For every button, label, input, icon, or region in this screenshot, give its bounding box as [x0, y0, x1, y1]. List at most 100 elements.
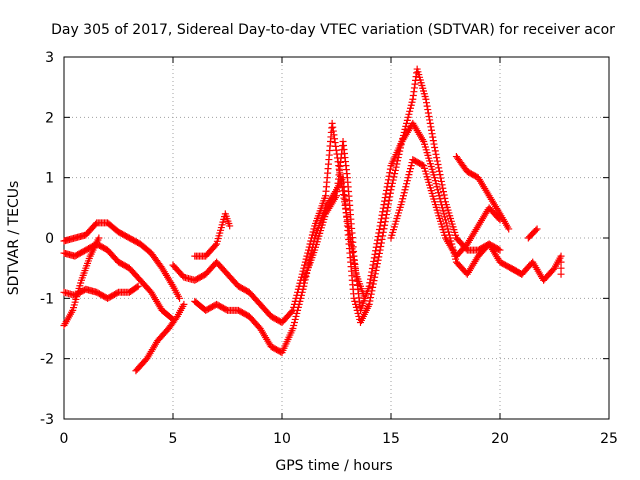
data-point [533, 225, 541, 233]
data-point [438, 204, 446, 212]
data-point [291, 315, 299, 323]
data-point [367, 272, 375, 280]
data-point [438, 201, 446, 209]
data-point [304, 249, 312, 257]
data-point [428, 130, 436, 138]
data-point [406, 165, 414, 173]
data-point [369, 261, 377, 269]
data-point [422, 95, 430, 103]
data-point [434, 186, 442, 194]
data-point [370, 257, 378, 265]
data-point [365, 300, 373, 308]
data-point [391, 170, 399, 178]
data-point [379, 208, 387, 216]
data-point [403, 177, 411, 185]
data-point [400, 189, 408, 197]
chart-title: Day 305 of 2017, Sidereal Day-to-day VTE… [51, 22, 615, 38]
data-point [427, 123, 435, 131]
data-point [386, 193, 394, 201]
series-track-g [191, 210, 234, 260]
data-point [495, 245, 503, 253]
data-point [352, 303, 360, 311]
data-point [381, 197, 389, 205]
data-point [384, 176, 392, 184]
data-point [294, 303, 302, 311]
data-point [437, 174, 445, 182]
data-point [392, 163, 400, 171]
data-point [384, 179, 392, 187]
data-point [289, 325, 297, 332]
data-point [375, 253, 383, 261]
series-track-l [507, 252, 565, 284]
data-point [402, 122, 410, 130]
data-point [557, 270, 565, 278]
data-point [437, 198, 445, 206]
data-point [439, 188, 447, 196]
data-point [303, 252, 311, 260]
y-tick-label: -1 [40, 291, 54, 307]
x-tick-label: 25 [600, 431, 618, 447]
data-point [309, 228, 317, 236]
data-point [296, 297, 304, 305]
data-point [376, 246, 384, 254]
data-point [557, 258, 565, 266]
data-point [369, 283, 377, 291]
series-track-j [387, 156, 504, 260]
data-point [424, 106, 432, 114]
data-point [369, 280, 377, 288]
data-point [176, 294, 184, 302]
x-tick-label: 0 [60, 431, 69, 447]
data-point [433, 183, 441, 191]
data-point [427, 126, 435, 134]
data-point [505, 225, 513, 233]
data-point [374, 233, 382, 241]
series-track-k [452, 153, 513, 233]
data-point [390, 173, 398, 181]
data-point [439, 207, 447, 215]
data-point [371, 270, 379, 278]
data-point [384, 203, 392, 211]
series-track-a [60, 219, 184, 302]
data-point [172, 314, 180, 322]
data-point [383, 207, 391, 215]
data-point [433, 154, 441, 162]
data-point [438, 181, 446, 189]
data-point [294, 306, 302, 314]
series-track-d [60, 234, 103, 329]
y-tick-label: 0 [45, 231, 54, 247]
data-point [297, 291, 305, 299]
data-point [368, 268, 376, 276]
data-point [431, 177, 439, 185]
data-point [440, 191, 448, 199]
data-point [424, 109, 432, 117]
data-point [442, 216, 449, 224]
x-tick-label: 15 [382, 431, 400, 447]
grid-lines [64, 57, 609, 419]
data-point [439, 184, 447, 192]
data-point [423, 102, 431, 110]
data-point [432, 150, 440, 158]
data-point [425, 112, 433, 120]
data-point [433, 157, 441, 165]
data-point [298, 270, 306, 278]
data-point [370, 254, 378, 262]
data-point [379, 232, 387, 240]
data-point [398, 198, 406, 206]
data-point [441, 213, 449, 221]
data-point [423, 99, 431, 107]
data-point [367, 294, 375, 302]
data-point [371, 250, 379, 258]
data-point [407, 162, 415, 170]
data-point [405, 110, 413, 118]
data-point [95, 234, 103, 242]
data-point [300, 282, 308, 290]
data-point [295, 300, 303, 308]
data-point [290, 321, 298, 329]
data-point [385, 172, 393, 180]
data-point [442, 219, 450, 227]
data-point [377, 218, 385, 226]
data-point [435, 167, 443, 175]
data-point [435, 164, 443, 172]
